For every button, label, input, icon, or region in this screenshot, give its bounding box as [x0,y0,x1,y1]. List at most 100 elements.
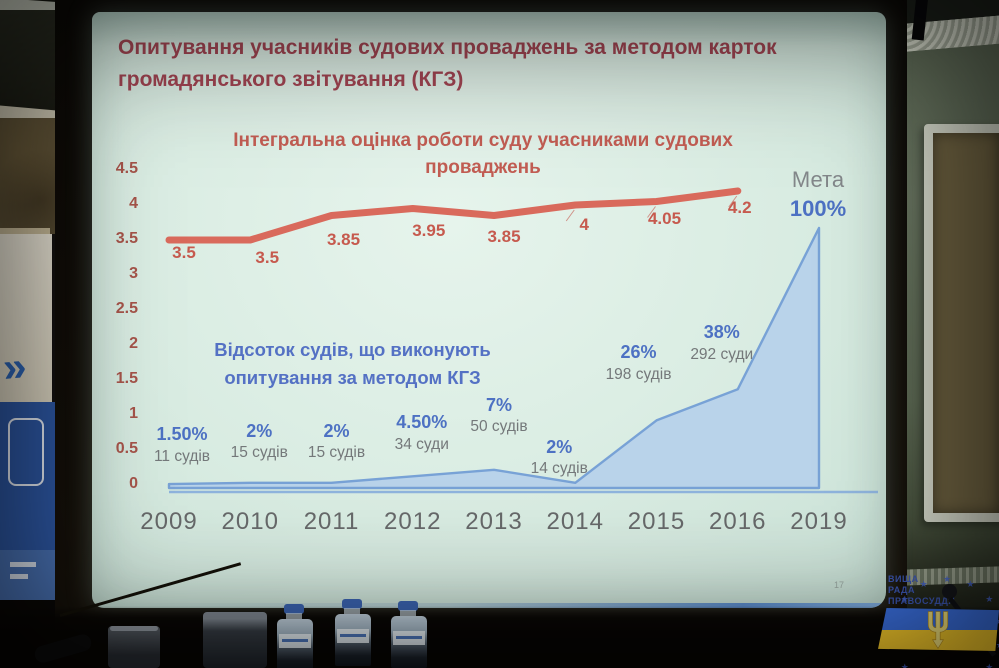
score-axis-tick: 2 [129,335,138,352]
score-value-label: 3.5 [172,243,196,262]
banner-text-bar [10,574,28,579]
watermark-line: ВИЩА [888,574,919,584]
goal-label: Мета [791,167,845,192]
table-surface [0,606,999,668]
banner-outline-box [8,418,44,486]
left-wall-texture [0,118,57,234]
slide-page-number: 17 [834,580,845,590]
left-wall-upper [0,10,57,122]
score-axis-tick: 0.5 [115,440,138,457]
presentation-slide: Опитування учасників судових проваджень … [92,12,886,608]
label-leader-line [565,209,575,222]
percent-value: 2% [546,436,573,457]
year-label: 2009 [140,508,198,535]
percent-value: 26% [620,342,657,363]
score-axis-tick: 2.5 [115,300,138,317]
courts-count: 15 судів [230,444,288,462]
bottle-neck [400,610,416,617]
score-axis-tick: 1 [129,405,138,422]
goal-label-group: Мета 100% [756,166,880,223]
score-value-label: 4.05 [647,208,682,228]
year-label: 2012 [384,508,442,535]
watermark-text: ВИЩА РАДА ПРАВОСУДДЯ [888,574,955,607]
courts-count: 34 суди [394,435,449,453]
score-value-label: 3.85 [326,229,361,249]
court-council-watermark: ВИЩА РАДА ПРАВОСУДДЯ ★★★★★★★★★★★★★★ [850,550,999,668]
bottle-label [337,629,369,643]
percent-value: 1.50% [156,424,208,445]
score-axis-tick: 0 [129,475,138,492]
percent-label-group: 2% 14 судів [497,437,621,479]
score-axis-tick: 3.5 [115,230,138,247]
courts-count: 11 судів [153,447,211,465]
percent-label-group: 26% 198 судів [577,342,701,384]
score-axis-tick: 4.5 [115,160,138,177]
chart-canvas [165,187,878,494]
banner-chevron-glyph: » [0,342,26,391]
ornate-wall-frame [924,124,999,522]
score-value-label: 3.5 [255,248,280,267]
star-icon: ★ [943,574,952,584]
percent-label-group: 2% 15 судів [197,421,321,463]
banner-footer [0,550,56,606]
year-label: 2010 [221,508,279,535]
year-label: 2015 [627,508,686,535]
drinking-glass [108,626,160,668]
water-bottle [384,601,434,668]
courts-count: 15 судів [307,444,366,462]
score-series-title: Інтегральна оцінка роботи суду учасникам… [233,130,733,178]
watermark-line: ПРАВОСУДДЯ [888,596,956,606]
label-leader-line [647,206,656,218]
goal-value: 100% [789,195,847,221]
percent-series-title: Відсоток судів, що виконують опитування … [214,339,491,388]
bottle-neck [344,608,360,615]
star-icon: ★ [985,661,994,668]
year-label: 2016 [709,508,767,535]
rollup-banner: » [0,234,52,404]
banner-text-bar [10,562,36,567]
courts-count: 14 судів [530,460,588,478]
percent-value: 2% [323,420,350,441]
percent-label-group: 38% 292 суди [660,322,784,364]
courts-count: 292 суди [690,345,754,363]
percent-value: 4.50% [396,412,448,433]
score-axis-tick: 4 [129,195,138,212]
rollup-banner-frame [0,228,50,236]
water-bottle [328,599,378,666]
rollup-banner-blue-panel [0,402,56,606]
star-icon: ★ [900,594,909,605]
trident-icon [927,611,949,650]
star-icon: ★ [996,641,999,650]
percent-label-group: 7% 50 судів [437,395,561,437]
label-leader-line [728,195,738,208]
slide-shading [92,12,886,46]
year-label: 2011 [303,508,360,535]
bottle-label [393,631,425,645]
year-label: 2019 [790,508,848,535]
percent-value: 7% [485,394,512,415]
percent-label-group: 2% 15 судів [275,421,399,463]
star-icon: ★ [919,579,928,590]
percent-area [167,226,821,490]
percent-value: 38% [703,322,740,343]
courts-count: 198 судів [605,365,672,383]
water-bottle [270,604,320,668]
bottle-neck [286,613,302,620]
score-axis-tick: 1.5 [115,370,138,387]
bottle-label [279,634,311,648]
slide-title: Опитування учасників судових проваджень … [118,36,777,91]
score-value-label: 4 [579,215,589,234]
metal-cup [203,612,267,668]
score-value-label: 3.95 [412,220,446,240]
courts-count: 50 судів [470,418,528,436]
score-value-label: 3.85 [487,226,521,246]
score-line [165,187,742,244]
slide-bottom-accent [92,603,886,608]
bottle-cap [284,604,304,614]
bottle-cap [398,601,418,611]
percent-value: 2% [246,420,273,441]
score-axis-tick: 3 [129,265,138,282]
bottle-cap [342,599,362,609]
percent-label-group: 1.50% 11 судів [120,424,244,466]
